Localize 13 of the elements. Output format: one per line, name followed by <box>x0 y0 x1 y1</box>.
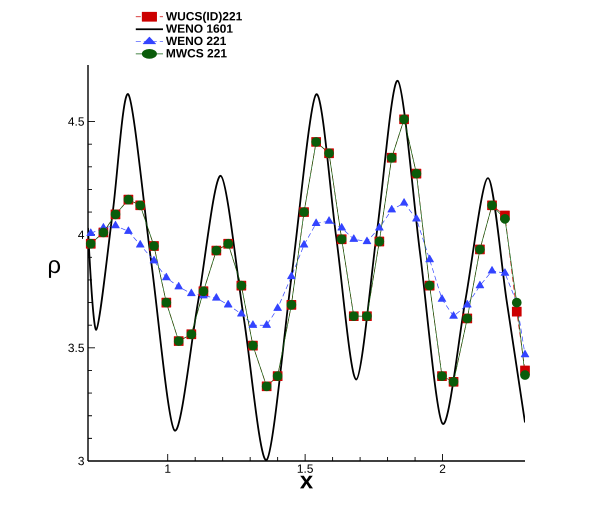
x-tick-label: 1 <box>165 464 170 473</box>
y-tick-label: 4.5 <box>68 117 84 126</box>
x-axis-title: x <box>300 476 313 488</box>
y-tick-label: 3.5 <box>68 344 84 352</box>
x-tick-label: 1.5 <box>298 464 313 473</box>
legend-label: WENO 221 <box>166 36 226 46</box>
x-tick-label: 2 <box>440 464 446 473</box>
y-tick-label: 3 <box>78 456 84 466</box>
legend-label: WENO 1601 <box>166 24 233 33</box>
legend-label: MWCS 221 <box>166 48 227 58</box>
legend-label: WUCS(ID)221 <box>166 12 242 23</box>
y-tick-label: 4 <box>78 230 84 239</box>
y-axis-title: ρ <box>48 260 60 278</box>
